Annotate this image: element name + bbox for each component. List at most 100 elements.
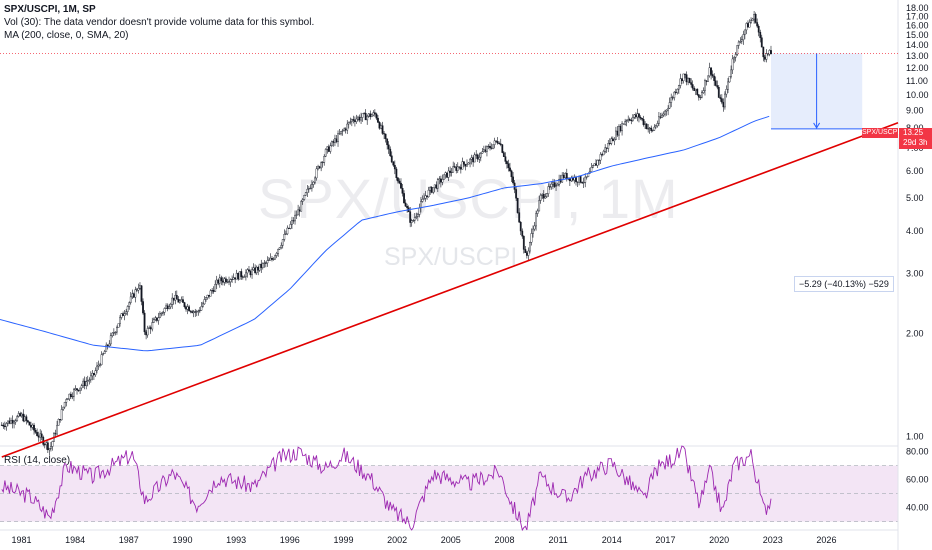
candle-up <box>423 198 425 200</box>
candle-up <box>736 45 739 55</box>
candle-up <box>441 179 444 183</box>
candle-up <box>615 130 617 140</box>
candle-up <box>529 242 531 252</box>
candle-up <box>154 317 157 321</box>
candle-up <box>466 164 468 167</box>
candle-up <box>303 195 306 200</box>
time-tick-label: 1999 <box>333 535 353 545</box>
candle-down <box>358 116 361 121</box>
candle-up <box>486 146 488 152</box>
candle-up <box>535 213 537 227</box>
candle-up <box>198 310 201 312</box>
candles-group <box>0 11 772 456</box>
candle-up <box>479 153 482 158</box>
ma-legend[interactable]: MA (200, close, 0, SMA, 20) <box>4 30 129 41</box>
candle-down <box>59 419 62 421</box>
price-tick-label: 5.00 <box>906 193 924 203</box>
candle-down <box>770 50 772 55</box>
candle-down <box>722 101 725 108</box>
candle-down <box>183 302 186 307</box>
candle-up <box>647 128 650 130</box>
candle-down <box>175 294 178 300</box>
candle-down <box>30 425 32 428</box>
candle-down <box>525 252 528 256</box>
candle-down <box>579 175 582 183</box>
candle-down <box>397 177 399 182</box>
candle-down <box>641 118 643 120</box>
candle-up <box>346 123 349 131</box>
candle-up <box>235 273 238 280</box>
candle-down <box>710 67 713 75</box>
candle-down <box>33 424 35 431</box>
rsi-tick-label: 40.00 <box>906 503 929 513</box>
candle-up <box>146 328 149 336</box>
price-tick-label: 9.00 <box>906 106 924 116</box>
price-tick-label: 2.00 <box>906 329 924 339</box>
candle-down <box>756 22 759 27</box>
candle-down <box>194 311 197 313</box>
time-tick-label: 2011 <box>548 535 567 545</box>
candle-down <box>188 306 190 312</box>
candle-down <box>401 188 404 194</box>
candle-up <box>120 313 123 318</box>
candle-up <box>223 278 226 283</box>
candle-up <box>137 288 140 291</box>
candle-up <box>17 413 20 417</box>
candle-up <box>664 110 666 115</box>
candle-up <box>171 297 174 305</box>
candle-up <box>197 310 200 312</box>
time-tick-label: 2017 <box>655 535 675 545</box>
candle-down <box>717 86 720 98</box>
candle-down <box>46 442 49 451</box>
time-tick-label: 1990 <box>172 535 192 545</box>
candle-down <box>671 97 674 99</box>
time-tick-label: 2008 <box>494 535 514 545</box>
candle-down <box>696 88 699 95</box>
candle-down <box>463 161 465 165</box>
candle-down <box>489 145 491 149</box>
candle-down <box>716 85 719 88</box>
candle-down <box>634 114 637 118</box>
candle-down <box>519 221 522 232</box>
candle-up <box>539 194 542 201</box>
candle-up <box>102 353 105 355</box>
candle-up <box>478 156 481 160</box>
candle-up <box>648 127 651 129</box>
candle-up <box>139 285 141 289</box>
measure-result-label[interactable]: −5.29 (−40.13%) −529 <box>794 276 894 292</box>
candle-up <box>340 131 342 134</box>
candle-down <box>475 154 478 156</box>
candle-up <box>51 441 54 447</box>
candle-down <box>189 310 192 312</box>
candle-up <box>467 162 470 165</box>
candle-up <box>541 193 544 196</box>
candle-up <box>420 201 422 209</box>
candle-down <box>40 433 43 438</box>
candle-up <box>45 442 48 445</box>
candle-up <box>117 323 120 328</box>
candle-up <box>607 143 610 149</box>
candle-up <box>456 166 459 171</box>
candle-down <box>549 186 551 188</box>
symbol-title[interactable]: SPX/USCPI, 1M, SP <box>4 4 96 15</box>
candle-down <box>390 155 393 163</box>
price-tick-label: 13.00 <box>906 51 929 61</box>
time-tick-label: 1987 <box>119 535 139 545</box>
candle-down <box>760 37 763 48</box>
candle-up <box>739 40 742 43</box>
candle-up <box>97 364 100 367</box>
candle-up <box>148 327 151 329</box>
candle-up <box>618 125 620 136</box>
candle-up <box>238 271 241 280</box>
candle-up <box>289 224 292 229</box>
candle-down <box>327 146 330 152</box>
candle-up <box>737 41 740 46</box>
rsi-legend[interactable]: RSI (14, close) <box>4 455 71 466</box>
candle-up <box>707 75 709 82</box>
candle-up <box>68 393 71 400</box>
volume-legend[interactable]: Vol (30): The data vendor doesn't provid… <box>4 17 315 28</box>
candle-down <box>504 156 507 162</box>
candle-up <box>160 312 163 315</box>
